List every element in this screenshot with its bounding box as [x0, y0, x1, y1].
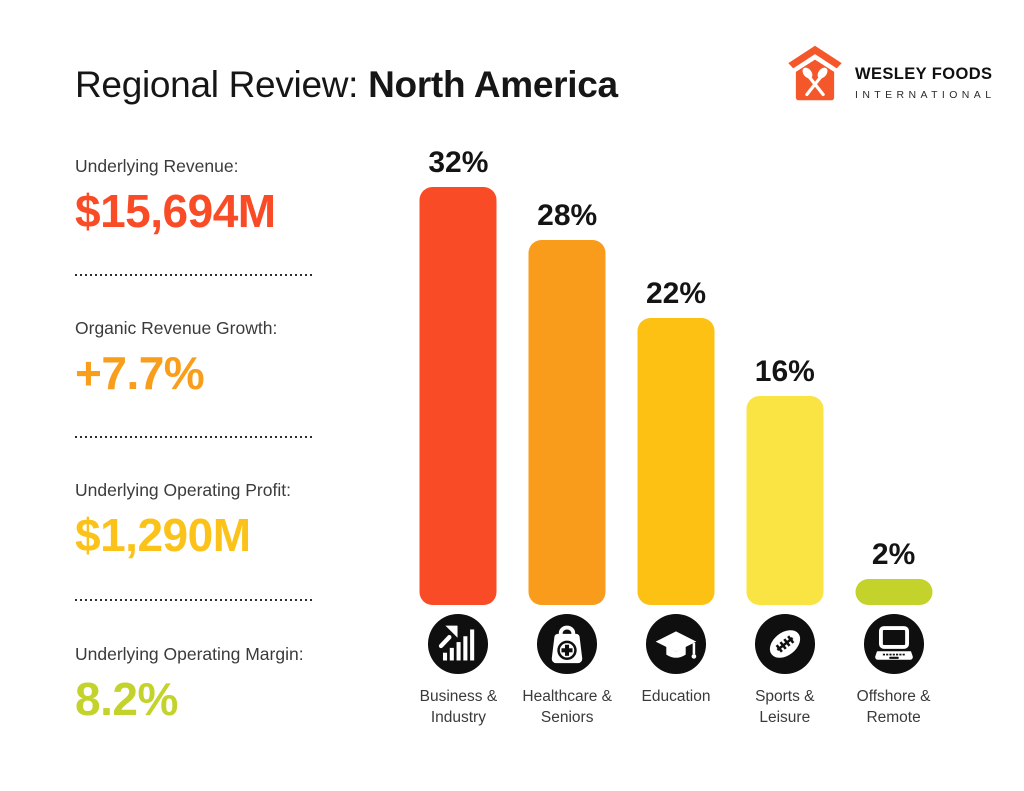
bar-value-label: 2%	[871, 537, 916, 571]
rugby-ball-icon	[754, 613, 816, 675]
house-cutlery-icon	[786, 44, 844, 102]
dotted-divider	[75, 436, 313, 438]
stat-label: Organic Revenue Growth:	[75, 318, 278, 338]
graduation-cap-icon	[645, 613, 707, 675]
chart-column-education: 22% Education	[622, 139, 731, 728]
bar-value-label: 32%	[428, 146, 489, 180]
laptop-icon	[863, 613, 925, 675]
bar-business-industry	[419, 187, 497, 605]
chart-column-offshore-remote: 2% Offshore & Remote	[839, 139, 948, 728]
stat-value: $15,694M	[75, 185, 276, 237]
chart-column-healthcare-seniors: 28% Healthcare & Seniors	[513, 139, 622, 728]
chart-column-sports-leisure: 16% Sports & Leisure	[730, 139, 839, 728]
brand-logo: WESLEY FOODS INTERNATIONAL	[786, 44, 995, 102]
growth-chart-icon	[427, 613, 489, 675]
page-title: Regional Review: North America	[75, 64, 618, 106]
category-label: Sports & Leisure	[755, 688, 815, 726]
bar-value-label: 28%	[537, 198, 598, 232]
stat-label: Underlying Operating Margin:	[75, 644, 304, 664]
stat-label: Underlying Revenue:	[75, 156, 239, 176]
stat-value: $1,290M	[75, 509, 251, 561]
chart-column-business-industry: 32% Business & Industry	[404, 139, 513, 728]
bar-offshore-remote	[855, 578, 933, 605]
stat-block-growth: Organic Revenue Growth: +7.7%	[75, 318, 375, 400]
page-title-bold: North America	[368, 64, 618, 105]
stat-value: 8.2%	[75, 673, 178, 725]
dotted-divider	[75, 599, 313, 601]
category-label: Education	[641, 688, 711, 705]
dotted-divider	[75, 274, 313, 276]
stat-block-profit: Underlying Operating Profit: $1,290M	[75, 480, 375, 562]
brand-name: WESLEY FOODS	[855, 65, 993, 83]
bar-education	[637, 317, 715, 605]
bar-sports-leisure	[746, 396, 824, 605]
stat-label: Underlying Operating Profit:	[75, 480, 291, 500]
bar-chart: 32% Business & Industry 28%	[404, 139, 948, 728]
stat-value: +7.7%	[75, 347, 205, 399]
first-aid-bag-icon	[536, 613, 598, 675]
stat-block-revenue: Underlying Revenue: $15,694M	[75, 156, 375, 238]
brand-subtitle: INTERNATIONAL	[855, 89, 996, 101]
stat-block-margin: Underlying Operating Margin: 8.2%	[75, 644, 375, 726]
bar-healthcare-seniors	[528, 239, 606, 605]
category-label: Healthcare & Seniors	[522, 688, 612, 726]
bar-value-label: 16%	[754, 355, 815, 389]
category-label: Offshore & Remote	[856, 688, 931, 726]
bar-value-label: 22%	[645, 276, 707, 310]
category-label: Business & Industry	[419, 688, 498, 726]
page-title-regular: Regional Review:	[75, 64, 369, 105]
